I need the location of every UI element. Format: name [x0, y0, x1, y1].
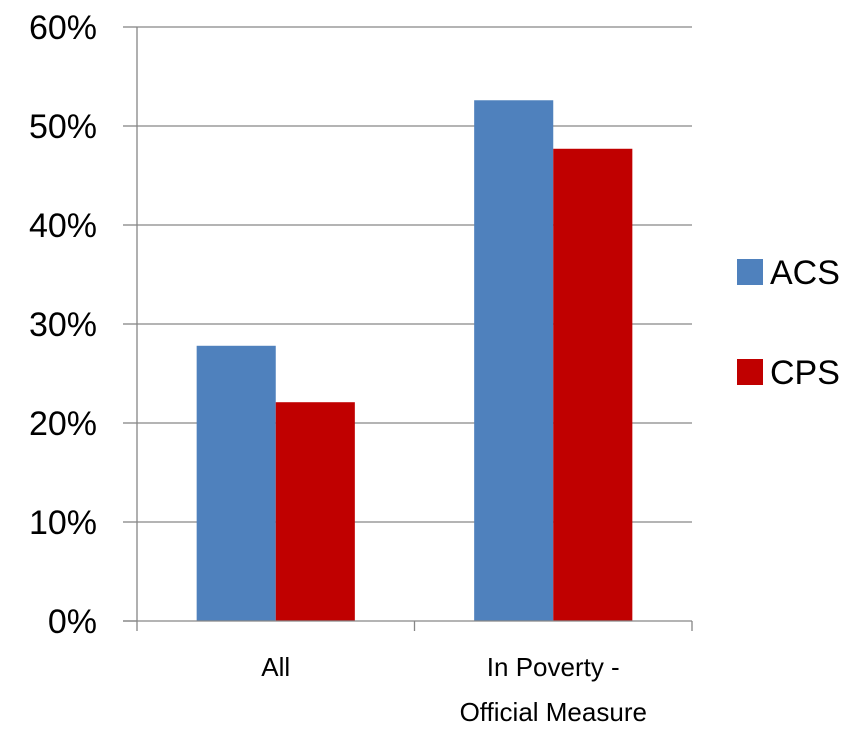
bar-acs-1	[474, 100, 554, 621]
y-tick-label: 10%	[29, 504, 97, 542]
y-tick-label: 40%	[29, 207, 97, 245]
legend-label-cps: CPS	[770, 354, 840, 392]
x-category-label: In Poverty -	[487, 652, 620, 682]
bar-acs-0	[196, 345, 276, 621]
legend-swatch-acs	[737, 259, 763, 285]
y-tick-label: 0%	[48, 603, 97, 641]
bar-cps-0	[275, 402, 355, 621]
x-category-label: All	[261, 652, 290, 682]
legend: ACS CPS	[737, 254, 840, 392]
bar-cps-1	[553, 148, 633, 621]
y-tick-label: 60%	[29, 9, 97, 47]
legend-swatch-cps	[737, 359, 763, 385]
legend-label-acs: ACS	[770, 254, 840, 292]
x-category-label: Official Measure	[460, 697, 647, 727]
y-axis-tick-labels: 0% 10% 20% 30% 40% 50% 60%	[29, 9, 97, 641]
y-tick-label: 20%	[29, 405, 97, 443]
axes	[123, 26, 693, 631]
x-axis-category-labels: All In Poverty - Official Measure	[261, 652, 647, 727]
bars	[196, 100, 633, 621]
y-tick-label: 50%	[29, 108, 97, 146]
y-tick-label: 30%	[29, 306, 97, 344]
